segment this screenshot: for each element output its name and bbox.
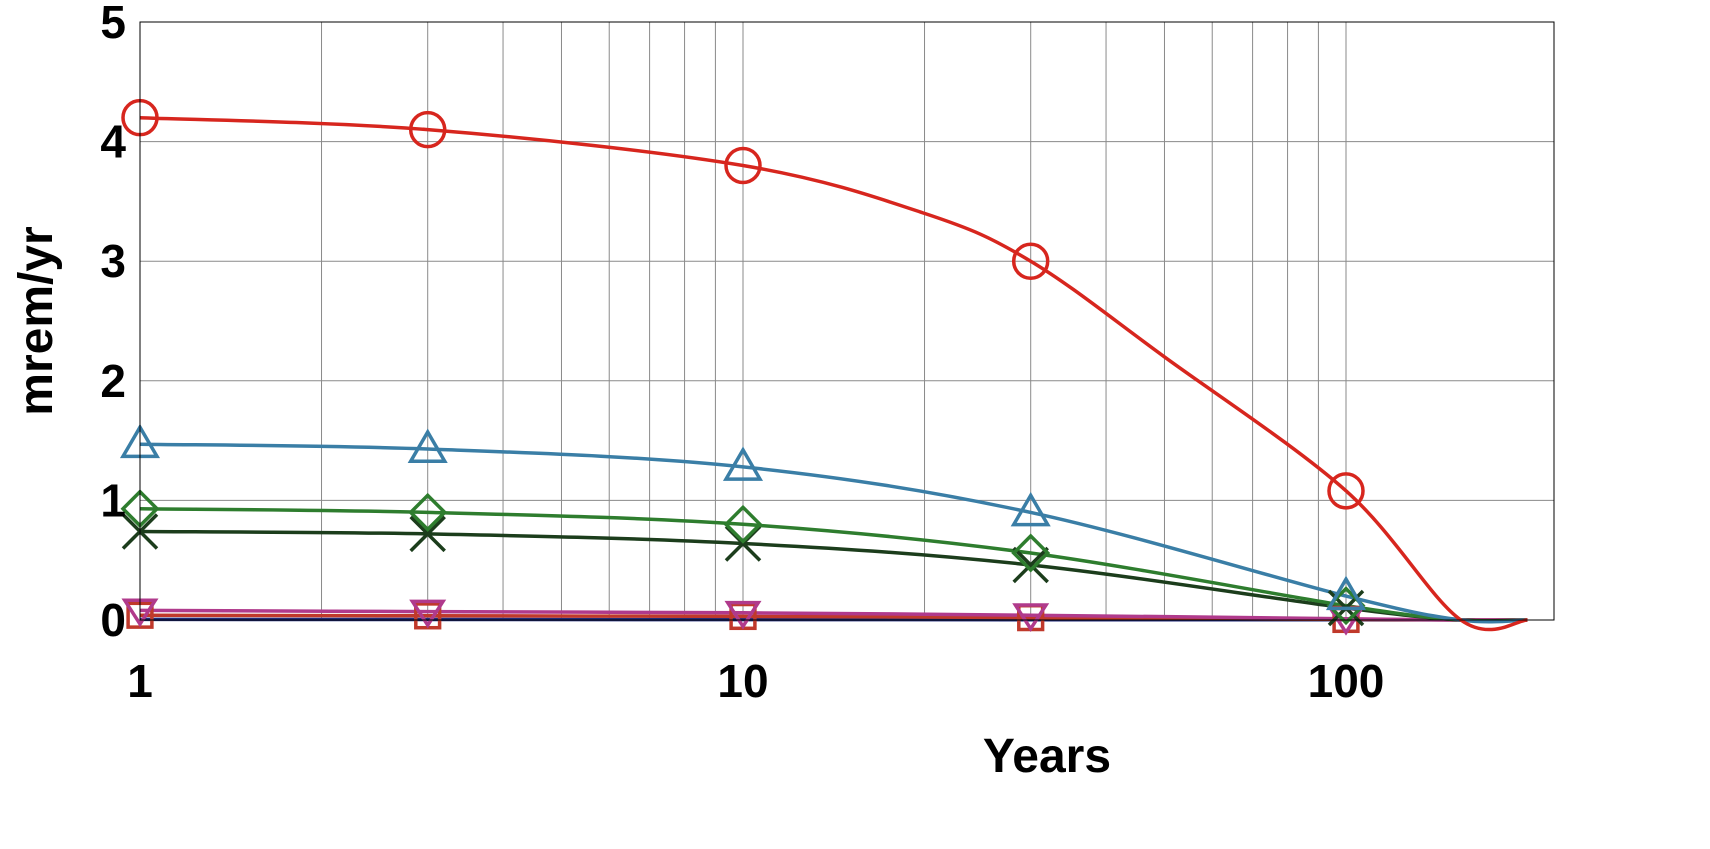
data-point-x bbox=[1012, 546, 1049, 584]
y-tick-label: 2 bbox=[100, 355, 126, 407]
data-point-circle bbox=[1327, 472, 1365, 510]
data-point-diamond bbox=[408, 492, 448, 532]
x-tick-label: 100 bbox=[1308, 655, 1385, 707]
data-point-triangle bbox=[722, 446, 764, 481]
data-point-inverted-triangle bbox=[724, 600, 762, 630]
y-axis-title: mrem/yr bbox=[10, 226, 63, 415]
data-point-diamond bbox=[723, 504, 763, 544]
y-tick-labels: 0 1 2 3 4 5 bbox=[100, 0, 126, 646]
data-point-diamond bbox=[1011, 533, 1051, 573]
data-point-x bbox=[409, 515, 446, 553]
y-tick-label: 3 bbox=[100, 235, 126, 287]
x-tick-labels: 1 10 100 bbox=[127, 655, 1384, 707]
x-tick-label: 10 bbox=[717, 655, 768, 707]
y-tick-label: 5 bbox=[100, 0, 126, 48]
series-line-circle bbox=[139, 115, 1528, 632]
data-point-triangle bbox=[407, 428, 448, 463]
data-point-circle bbox=[408, 110, 447, 149]
x-axis-title: Years bbox=[983, 730, 1111, 783]
data-point-circle bbox=[1011, 242, 1050, 280]
y-tick-label: 4 bbox=[100, 116, 126, 168]
data-point-triangle bbox=[1010, 491, 1051, 527]
data-point-circle bbox=[724, 146, 762, 185]
data-point-inverted-triangle bbox=[1012, 603, 1050, 633]
y-tick-label: 1 bbox=[100, 474, 126, 526]
x-tick-label: 1 bbox=[127, 655, 153, 707]
grid-lines bbox=[140, 22, 1554, 620]
data-point-inverted-triangle bbox=[409, 599, 447, 629]
plot-area bbox=[140, 22, 1554, 620]
plot-frame bbox=[139, 21, 1555, 621]
data-point-triangle bbox=[1325, 575, 1367, 611]
series-line-triangle bbox=[139, 442, 1528, 624]
y-tick-label: 0 bbox=[100, 594, 126, 646]
